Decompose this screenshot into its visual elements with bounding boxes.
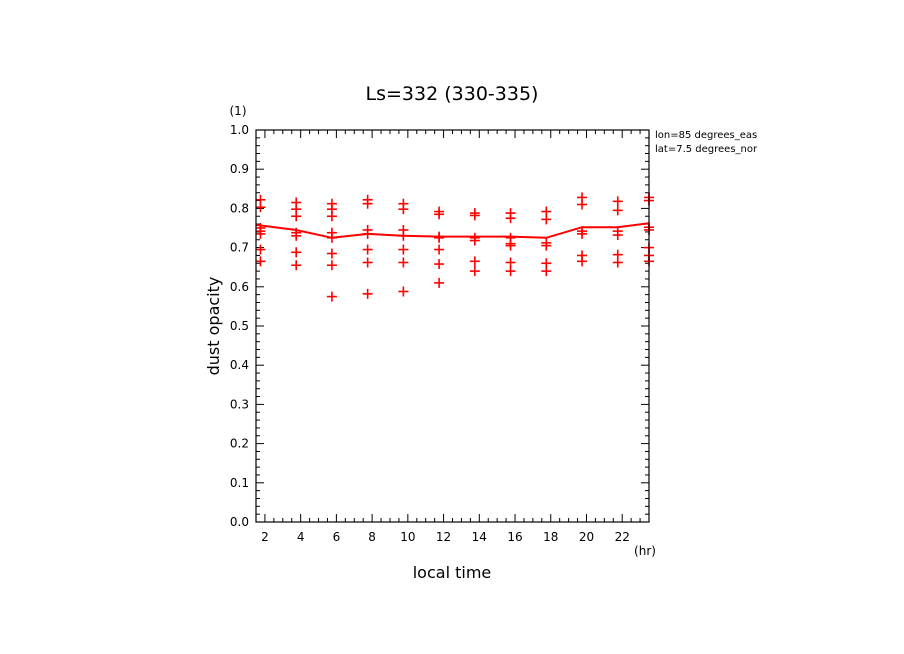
data-point <box>434 232 445 243</box>
y-tick-label: 0.1 <box>230 476 249 490</box>
x-tick-label: 2 <box>261 530 269 544</box>
data-point <box>505 240 516 251</box>
data-point <box>362 244 373 255</box>
x-axis-unit: (hr) <box>634 544 656 558</box>
y-tick-label: 0.4 <box>230 358 249 372</box>
mean-line <box>255 222 650 239</box>
data-point <box>398 257 409 268</box>
annotation-longitude: lon=85 degrees_eas <box>655 130 757 141</box>
data-point <box>398 230 409 241</box>
data-point <box>434 277 445 288</box>
x-tick-label: 18 <box>543 530 558 544</box>
y-tick-label: 0.3 <box>230 397 249 411</box>
data-point <box>612 205 623 216</box>
data-point <box>291 247 302 258</box>
y-tick-label: 0.5 <box>230 319 249 333</box>
annotation-latitude: lat=7.5 degrees_nor <box>655 144 758 155</box>
data-point <box>326 291 337 302</box>
y-tick-label: 0.7 <box>230 241 249 255</box>
data-point <box>577 228 588 239</box>
data-point <box>326 232 337 243</box>
data-point <box>577 256 588 267</box>
data-point <box>255 256 266 267</box>
data-point <box>505 257 516 268</box>
data-point <box>434 259 445 270</box>
data-point <box>255 228 266 239</box>
data-point <box>291 230 302 241</box>
x-tick-label: 20 <box>579 530 594 544</box>
data-point <box>612 196 623 207</box>
y-tick-label: 0.0 <box>230 515 249 529</box>
y-tick-label: 0.9 <box>230 162 249 176</box>
data-point <box>362 288 373 299</box>
data-point <box>398 286 409 297</box>
data-point <box>362 228 373 239</box>
data-point <box>398 244 409 255</box>
plot-frame <box>255 129 650 523</box>
data-point <box>398 204 409 215</box>
y-tick-label: 0.6 <box>230 280 249 294</box>
x-tick-label: 22 <box>615 530 630 544</box>
data-point <box>505 266 516 277</box>
data-point <box>469 235 480 246</box>
x-tick-label: 16 <box>507 530 522 544</box>
data-point <box>469 210 480 221</box>
x-tick-label: 8 <box>368 530 376 544</box>
x-tick-label: 6 <box>333 530 341 544</box>
data-point <box>577 199 588 210</box>
data-point <box>541 266 552 277</box>
data-point <box>541 214 552 225</box>
x-axis-label: local time <box>413 563 492 582</box>
data-point <box>255 202 266 213</box>
data-point <box>612 230 623 241</box>
data-point <box>291 211 302 222</box>
data-point <box>362 198 373 209</box>
x-tick-label: 12 <box>436 530 451 544</box>
data-point <box>434 209 445 220</box>
data-point <box>326 211 337 222</box>
data-point <box>469 256 480 267</box>
data-point <box>255 244 266 255</box>
x-tick-label: 10 <box>400 530 415 544</box>
data-point <box>326 260 337 271</box>
data-point <box>505 213 516 224</box>
chart-title: Ls=332 (330-335) <box>366 83 539 105</box>
data-point <box>469 266 480 277</box>
data-point <box>434 244 445 255</box>
x-tick-label: 4 <box>297 530 305 544</box>
data-point <box>362 257 373 268</box>
y-tick-label: 0.2 <box>230 437 249 451</box>
data-point <box>326 248 337 259</box>
y-tick-label: 1.0 <box>230 123 249 137</box>
data-marks <box>255 192 654 302</box>
y-axis-unit: (1) <box>230 104 247 118</box>
data-point <box>541 240 552 251</box>
y-tick-label: 0.8 <box>230 201 249 215</box>
data-point <box>291 260 302 271</box>
data-point <box>612 257 623 268</box>
axis-ticks: 0.0 0.1 0.2 0.3 0.4 0.5 0.6 0.7 0.8 0.9 1.0 2 4 6 8 10 1… <box>230 123 650 544</box>
x-tick-label: 14 <box>472 530 487 544</box>
y-axis-label: dust opacity <box>204 277 223 376</box>
